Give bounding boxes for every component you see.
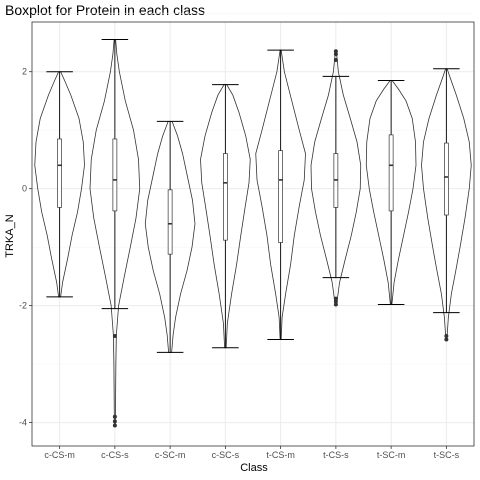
iqr-box-t-SC-m bbox=[388, 134, 394, 212]
outlier-point bbox=[333, 302, 338, 307]
iqr-box-c-CS-s bbox=[112, 138, 118, 212]
outlier-point bbox=[112, 419, 117, 424]
outlier-point bbox=[333, 52, 338, 57]
x-tick-label: c-SC-s bbox=[212, 450, 240, 460]
y-axis-title: TRKA_N bbox=[4, 214, 16, 257]
y-tick-label: -4 bbox=[19, 418, 27, 428]
panel-grid bbox=[32, 12, 474, 446]
boxes-layer bbox=[46, 39, 460, 428]
y-tick-label: 2 bbox=[22, 67, 27, 77]
x-tick-label: t-CS-s bbox=[323, 450, 349, 460]
outlier-point bbox=[112, 414, 117, 419]
iqr-box-c-SC-m bbox=[167, 189, 173, 255]
violins-layer bbox=[34, 39, 472, 426]
y-tick-label: -2 bbox=[19, 301, 27, 311]
outlier-point bbox=[333, 49, 338, 54]
outlier-point bbox=[444, 334, 449, 339]
chart-title: Boxplot for Protein in each class bbox=[5, 2, 205, 18]
iqr-box-c-SC-s bbox=[223, 153, 228, 241]
outlier-point bbox=[333, 299, 338, 304]
x-tick-label: c-CS-m bbox=[44, 450, 75, 460]
x-tick-label: t-CS-m bbox=[266, 450, 295, 460]
outlier-point bbox=[112, 334, 117, 339]
x-tick-label: c-SC-m bbox=[155, 450, 186, 460]
y-tick-label: 0 bbox=[22, 184, 27, 194]
outlier-point bbox=[333, 58, 338, 63]
outlier-point bbox=[333, 296, 338, 301]
x-tick-label: t-SC-s bbox=[434, 450, 460, 460]
x-axis-title: Class bbox=[240, 462, 268, 474]
outlier-point bbox=[112, 423, 117, 428]
x-axis: c-CS-m c-CS-s c-SC-m c-SC-s t-CS-m t-CS-s t-SC… bbox=[44, 446, 460, 460]
iqr-box-t-SC-s bbox=[444, 142, 449, 216]
iqr-box-c-CS-m bbox=[57, 138, 62, 208]
x-tick-label: t-SC-m bbox=[377, 450, 406, 460]
x-tick-label: c-CS-s bbox=[101, 450, 129, 460]
y-axis: -4 -2 0 2 bbox=[19, 67, 32, 428]
outlier-point bbox=[444, 337, 449, 342]
panel-border bbox=[31, 21, 475, 447]
iqr-box-t-CS-m bbox=[278, 150, 283, 243]
